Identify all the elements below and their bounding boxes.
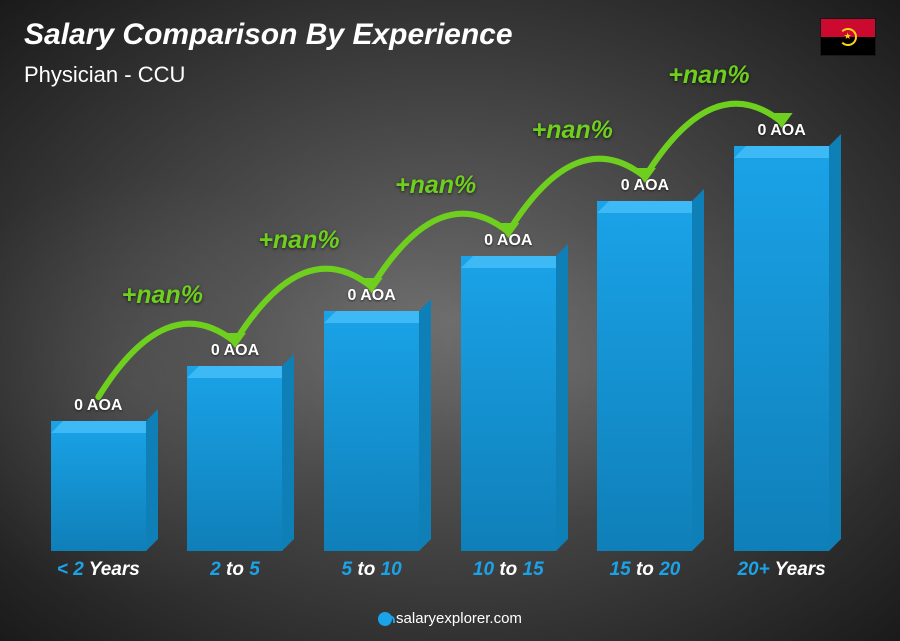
chart-area: 0 AOA 0 AOA 0 AOA 0 AOA 0 AOA 0 AOA < 2 Years… <box>30 110 850 581</box>
salaryexplorer-logo-icon <box>378 612 392 626</box>
bar-value-label: 0 AOA <box>484 232 532 250</box>
growth-percent-label: +nan% <box>395 171 476 200</box>
bar-group: 0 AOA <box>170 342 300 551</box>
footer-attribution: salaryexplorer.com <box>0 610 900 627</box>
bar <box>187 366 282 551</box>
chart-title: Salary Comparison By Experience <box>24 18 513 52</box>
bar-group: 0 AOA <box>580 177 710 551</box>
bar-group: 0 AOA <box>33 397 163 551</box>
bar <box>324 311 419 551</box>
bar-value-label: 0 AOA <box>211 342 259 360</box>
growth-percent-label: +nan% <box>258 226 339 255</box>
x-axis-category-label: 2 to 5 <box>170 559 300 581</box>
country-flag-angola: ★ <box>820 18 876 56</box>
x-axis-labels: < 2 Years 2 to 5 5 to 10 10 to 15 15 to 20 20… <box>30 559 850 581</box>
bar <box>734 146 829 551</box>
footer-text: salaryexplorer.com <box>396 610 522 627</box>
growth-percent-label: +nan% <box>122 281 203 310</box>
growth-percent-label: +nan% <box>532 116 613 145</box>
chart-subtitle: Physician - CCU <box>24 62 185 88</box>
bar <box>461 256 556 551</box>
bar-group: 0 AOA <box>307 287 437 551</box>
bar-value-label: 0 AOA <box>74 397 122 415</box>
bar <box>597 201 692 551</box>
bar-value-label: 0 AOA <box>621 177 669 195</box>
bar-group: 0 AOA <box>443 232 573 551</box>
chart-container: Salary Comparison By Experience Physicia… <box>0 0 900 641</box>
x-axis-category-label: < 2 Years <box>33 559 163 581</box>
bar-value-label: 0 AOA <box>757 122 805 140</box>
bar-group: 0 AOA <box>717 122 847 551</box>
x-axis-category-label: 5 to 10 <box>307 559 437 581</box>
bar <box>51 421 146 551</box>
bar-value-label: 0 AOA <box>347 287 395 305</box>
x-axis-category-label: 20+ Years <box>717 559 847 581</box>
growth-percent-label: +nan% <box>668 61 749 90</box>
x-axis-category-label: 10 to 15 <box>443 559 573 581</box>
x-axis-category-label: 15 to 20 <box>580 559 710 581</box>
